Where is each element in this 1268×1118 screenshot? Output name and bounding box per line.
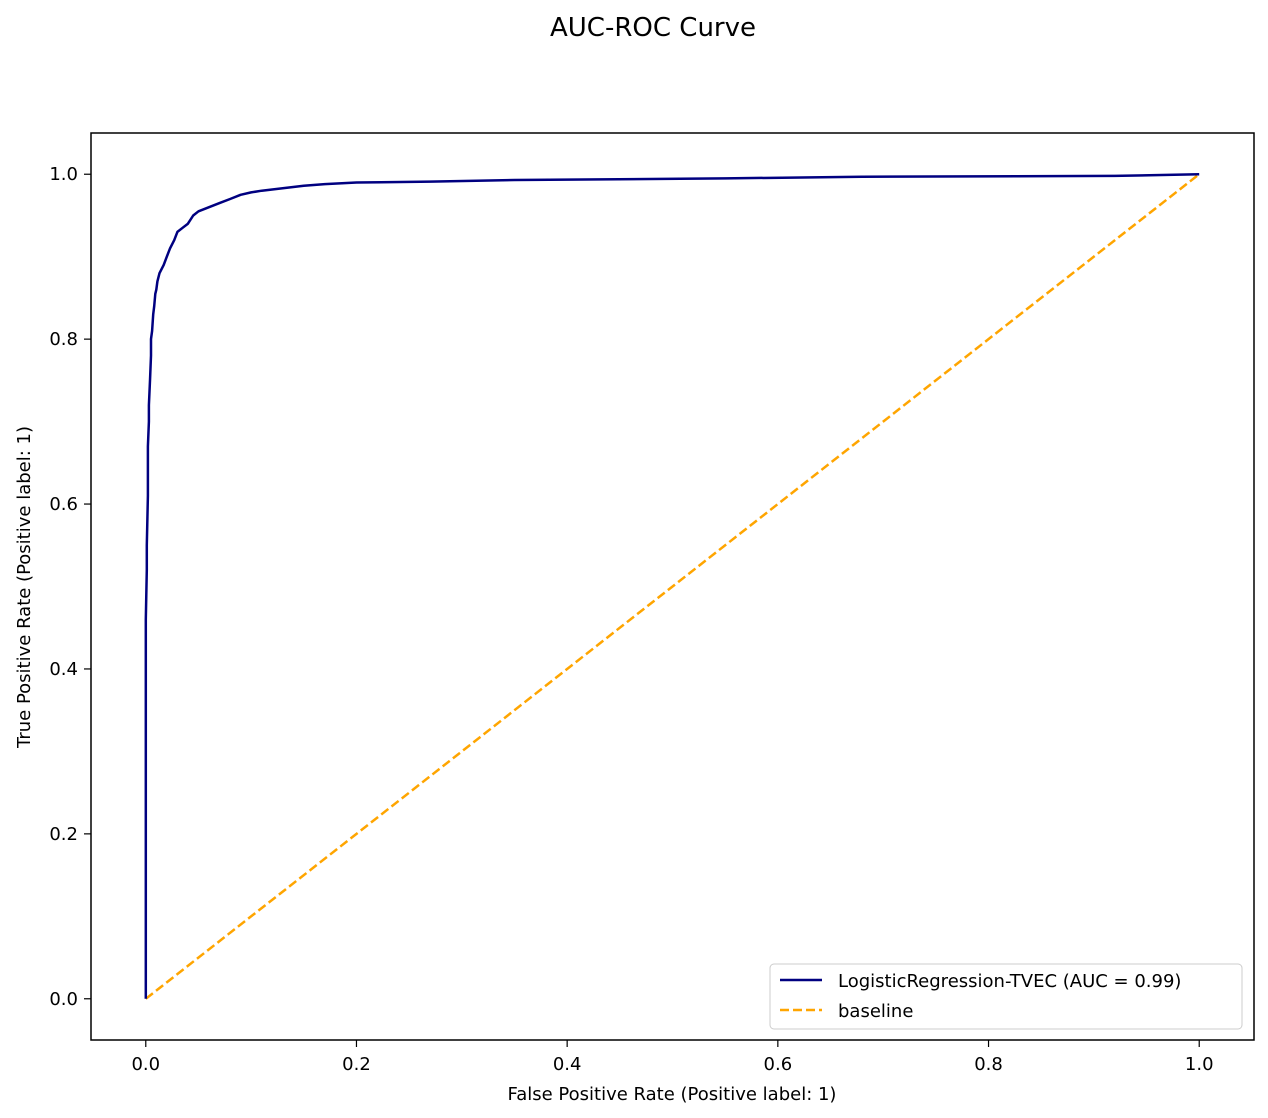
legend: LogisticRegression-TVEC (AUC = 0.99) bas…: [769, 963, 1243, 1030]
legend-label-roc: LogisticRegression-TVEC (AUC = 0.99): [838, 971, 1181, 992]
series-layer: [144, 172, 1200, 1000]
x-tick-label: 1.0: [1185, 1054, 1214, 1075]
y-tick-label: 1.0: [49, 164, 78, 185]
baseline-line: [145, 173, 1200, 1000]
plot-frame: [90, 132, 1255, 1041]
x-axis-label: False Positive Rate (Positive label: 1): [508, 1084, 837, 1105]
y-axis-label: True Positive Rate (Positive label: 1): [14, 426, 35, 749]
y-tick-label: 0.6: [49, 494, 78, 515]
x-tick-label: 0.2: [342, 1054, 371, 1075]
y-tick-label: 0.0: [49, 989, 78, 1010]
x-axis-ticks: 0.0 0.2 0.4 0.6 0.8 1.0: [131, 1040, 1214, 1075]
x-tick-label: 0.6: [764, 1054, 793, 1075]
y-tick-label: 0.8: [49, 329, 78, 350]
plot-area: 0.0 0.2 0.4 0.6 0.8 1.0 0.0 0.2 0.4 0.6 0.8 1.0: [49, 132, 1255, 1075]
x-tick-label: 0.4: [553, 1054, 582, 1075]
chart-title: AUC-ROC Curve: [550, 13, 756, 43]
legend-box: [769, 963, 1243, 1030]
legend-label-baseline: baseline: [838, 1001, 913, 1022]
y-tick-label: 0.4: [49, 659, 78, 680]
y-axis-ticks: 0.0 0.2 0.4 0.6 0.8 1.0: [49, 164, 91, 1010]
x-tick-label: 0.8: [974, 1054, 1003, 1075]
y-tick-label: 0.2: [49, 824, 78, 845]
roc-curve-line: [144, 172, 1200, 999]
x-tick-label: 0.0: [131, 1054, 160, 1075]
